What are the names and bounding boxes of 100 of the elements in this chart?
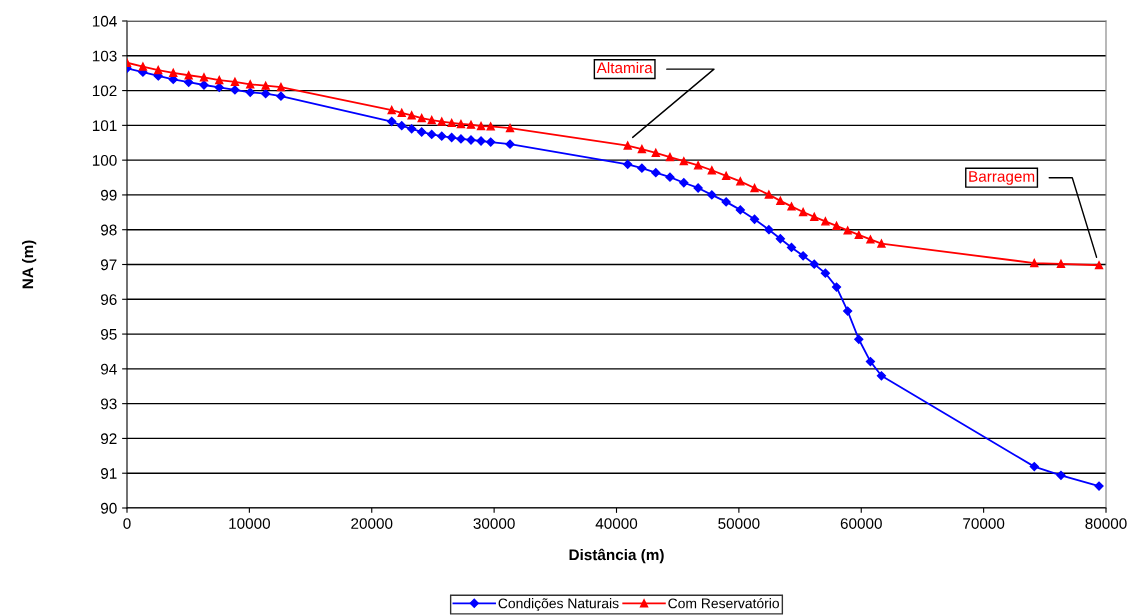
x-tick-label: 60000 bbox=[840, 518, 882, 529]
point bbox=[651, 148, 660, 158]
y-tick-label: 102 bbox=[92, 85, 117, 97]
point bbox=[665, 152, 675, 162]
x-tick-label: 80000 bbox=[1085, 518, 1127, 529]
point bbox=[437, 117, 446, 126]
annotation: Altamira bbox=[596, 62, 653, 74]
point bbox=[820, 268, 831, 278]
y-tick-label: 104 bbox=[92, 15, 117, 27]
point bbox=[721, 171, 731, 180]
point bbox=[505, 139, 515, 149]
point bbox=[866, 235, 875, 244]
y-tick-label: 91 bbox=[101, 468, 117, 479]
point bbox=[832, 221, 841, 231]
annotation: Barragem bbox=[969, 171, 1035, 185]
point bbox=[637, 163, 647, 173]
x-tick-label: 70000 bbox=[963, 518, 1005, 529]
point bbox=[169, 68, 178, 77]
point bbox=[1056, 259, 1066, 268]
point bbox=[397, 108, 406, 118]
point bbox=[787, 202, 796, 211]
point bbox=[721, 197, 731, 207]
x-axis-title: Distância (m) bbox=[569, 548, 664, 564]
point bbox=[843, 226, 852, 235]
point bbox=[447, 132, 457, 143]
point bbox=[437, 131, 447, 141]
point bbox=[736, 177, 745, 186]
point bbox=[261, 89, 271, 99]
point bbox=[623, 141, 632, 150]
x-tick-label: 20000 bbox=[351, 518, 393, 529]
point bbox=[407, 111, 416, 120]
y-tick-label: 99 bbox=[101, 189, 117, 201]
point bbox=[417, 127, 427, 137]
point bbox=[679, 178, 689, 188]
point bbox=[447, 118, 456, 128]
point bbox=[843, 306, 853, 316]
point bbox=[1094, 481, 1104, 491]
point bbox=[876, 371, 887, 381]
point bbox=[776, 196, 785, 206]
point bbox=[387, 105, 396, 115]
point bbox=[417, 113, 426, 123]
point bbox=[707, 166, 716, 175]
x-tick-label: 40000 bbox=[595, 518, 638, 529]
y-tick-label: 94 bbox=[101, 363, 117, 375]
x-tick-label: 30000 bbox=[473, 518, 515, 529]
point bbox=[246, 80, 255, 89]
point bbox=[486, 122, 495, 131]
point bbox=[854, 334, 864, 344]
point bbox=[877, 239, 886, 248]
y-axis-title: NA (m) bbox=[21, 240, 37, 289]
point bbox=[623, 159, 633, 169]
legend-label: Com Reservatório bbox=[668, 597, 780, 609]
point bbox=[245, 87, 255, 97]
point bbox=[230, 77, 240, 87]
point bbox=[276, 91, 286, 101]
point bbox=[693, 161, 703, 170]
point bbox=[693, 183, 703, 193]
y-tick-label: 90 bbox=[101, 502, 117, 514]
point bbox=[679, 157, 688, 166]
y-tick-label: 101 bbox=[92, 120, 117, 132]
point bbox=[1056, 470, 1066, 480]
point bbox=[199, 73, 209, 82]
y-tick-label: 95 bbox=[101, 328, 117, 340]
point bbox=[637, 144, 647, 154]
point bbox=[764, 190, 774, 199]
point bbox=[809, 259, 819, 269]
point bbox=[1030, 258, 1039, 268]
x-tick-label: 50000 bbox=[718, 518, 760, 529]
point bbox=[407, 124, 417, 134]
y-tick-label: 100 bbox=[92, 155, 117, 166]
point bbox=[1094, 261, 1104, 270]
point bbox=[651, 168, 661, 178]
point bbox=[486, 137, 496, 147]
point bbox=[707, 190, 717, 200]
point bbox=[854, 230, 863, 240]
point bbox=[387, 116, 397, 127]
x-tick-label: 0 bbox=[123, 518, 131, 529]
point bbox=[798, 251, 808, 261]
point bbox=[1029, 461, 1039, 472]
point bbox=[215, 75, 224, 85]
y-tick-label: 92 bbox=[101, 433, 117, 445]
y-tick-label: 98 bbox=[101, 224, 117, 236]
point bbox=[456, 119, 466, 129]
point bbox=[665, 172, 675, 182]
y-tick-label: 97 bbox=[101, 259, 117, 271]
point bbox=[810, 212, 819, 222]
point bbox=[427, 115, 436, 125]
point bbox=[821, 217, 830, 226]
point bbox=[865, 356, 876, 367]
point bbox=[154, 65, 163, 75]
point bbox=[775, 234, 785, 244]
point bbox=[261, 81, 270, 90]
y-tick-label: 93 bbox=[101, 398, 117, 410]
point bbox=[397, 121, 407, 131]
point bbox=[798, 207, 808, 217]
point bbox=[750, 183, 759, 193]
x-tick-label: 10000 bbox=[229, 518, 271, 529]
point bbox=[831, 282, 842, 292]
point bbox=[276, 82, 286, 92]
point bbox=[138, 62, 148, 71]
